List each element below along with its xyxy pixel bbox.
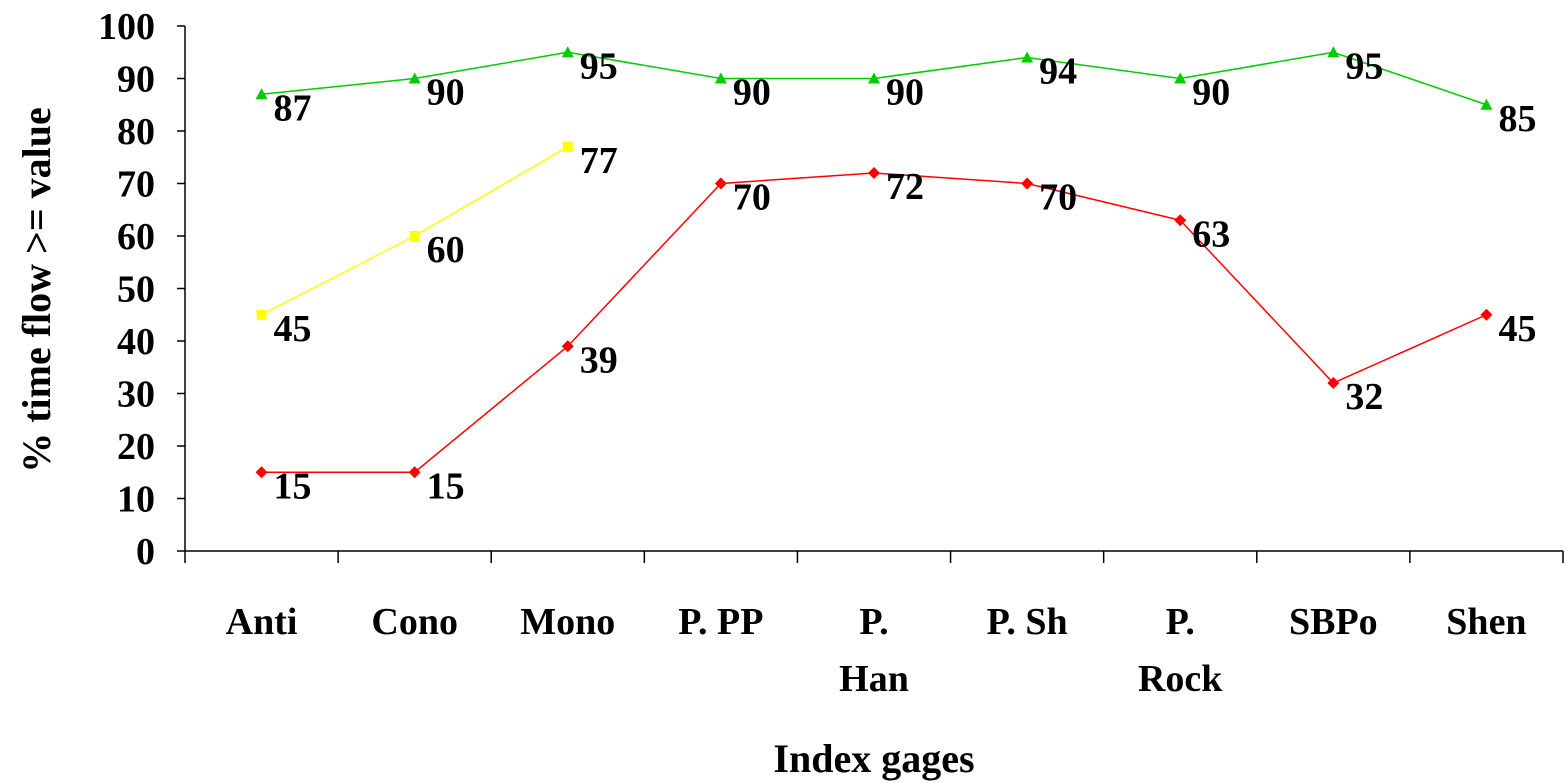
x-category-label: Cono <box>371 601 458 643</box>
data-label: 90 <box>733 72 771 114</box>
x-category-label-line: Rock <box>1138 658 1223 700</box>
data-point <box>408 466 421 479</box>
x-category-label-line: P. PP <box>678 601 763 643</box>
data-point <box>562 141 573 152</box>
y-tick-label: 40 <box>117 321 155 363</box>
data-point <box>868 167 880 179</box>
x-category-label: SBPo <box>1289 601 1378 643</box>
x-category-labels: Anti Cono Mono P. PP P. Han P. Sh P. Rock SBPo She… <box>226 601 1527 700</box>
y-tick-label: 50 <box>117 269 155 311</box>
data-label: 95 <box>580 45 618 87</box>
data-label: 70 <box>733 177 771 219</box>
y-tick-label: 30 <box>117 374 155 416</box>
data-point <box>1480 98 1493 110</box>
x-category-label: Shen <box>1446 601 1526 643</box>
y-tick-label: 70 <box>117 164 155 206</box>
data-label: 15 <box>274 465 312 507</box>
data-label: 87 <box>274 87 312 129</box>
x-category-label: Mono <box>520 601 615 643</box>
x-category-label-line: P. <box>859 601 888 643</box>
data-labels: 87 90 95 90 90 94 90 95 85 45 60 77 15 15 39 70 72 70 63 32… <box>274 45 1537 507</box>
y-axis-title: % time flow >= value <box>14 107 59 473</box>
data-label: 90 <box>886 72 924 114</box>
data-point <box>561 46 574 58</box>
chart-axes <box>177 25 1564 563</box>
data-point <box>1480 308 1493 321</box>
data-point <box>1021 51 1034 63</box>
data-point <box>1327 46 1340 58</box>
data-point <box>255 88 268 100</box>
data-label: 77 <box>580 140 618 182</box>
data-point <box>1021 177 1034 190</box>
series-line <box>261 146 569 316</box>
y-tick-label: 90 <box>117 59 155 101</box>
data-label: 95 <box>1345 45 1383 87</box>
y-tick-label: 100 <box>98 6 155 48</box>
chart-series <box>255 46 1493 479</box>
data-label: 32 <box>1345 376 1383 418</box>
data-point <box>1327 377 1340 389</box>
y-tick-labels: 0 10 20 30 40 50 60 70 80 90 100 <box>98 6 155 573</box>
x-category-label-line: P. Sh <box>987 601 1068 643</box>
x-category-label: Anti <box>226 601 298 643</box>
data-label: 45 <box>274 308 312 350</box>
x-axis-title: Index gages <box>773 736 974 781</box>
x-category-label-line: Anti <box>226 601 298 643</box>
x-category-label-line: Han <box>839 658 909 700</box>
y-tick-label: 60 <box>117 216 155 258</box>
x-category-label-line: Cono <box>371 601 458 643</box>
data-point <box>714 177 727 190</box>
data-point <box>1174 214 1187 227</box>
data-label: 85 <box>1498 98 1536 140</box>
x-category-label-line: Mono <box>520 601 615 643</box>
x-category-label: P. PP <box>678 601 763 643</box>
data-label: 94 <box>1039 51 1077 93</box>
data-point <box>561 340 574 353</box>
data-label: 63 <box>1192 213 1230 255</box>
data-point <box>409 231 420 241</box>
data-point <box>408 72 421 84</box>
x-category-label: P. Sh <box>987 601 1068 643</box>
y-tick-label: 0 <box>136 531 155 573</box>
data-point <box>1174 72 1187 84</box>
x-category-label-line: Shen <box>1446 601 1526 643</box>
data-point <box>255 466 268 479</box>
data-label: 15 <box>427 465 465 507</box>
data-point <box>868 72 880 84</box>
data-label: 60 <box>427 229 465 271</box>
data-label: 90 <box>1192 72 1230 114</box>
x-category-label-line: SBPo <box>1289 601 1378 643</box>
data-label: 90 <box>427 72 465 114</box>
data-label: 39 <box>580 339 618 381</box>
data-label: 70 <box>1039 177 1077 219</box>
data-label: 72 <box>886 166 924 208</box>
x-category-label-line: P. <box>1166 601 1195 643</box>
x-category-label: P. Han <box>839 601 909 700</box>
y-tick-label: 10 <box>117 479 155 521</box>
y-tick-label: 20 <box>117 426 155 468</box>
data-label: 45 <box>1498 308 1536 350</box>
data-point <box>256 309 267 320</box>
x-category-label: P. Rock <box>1138 601 1223 700</box>
data-point <box>714 72 727 84</box>
y-tick-label: 80 <box>117 111 155 153</box>
